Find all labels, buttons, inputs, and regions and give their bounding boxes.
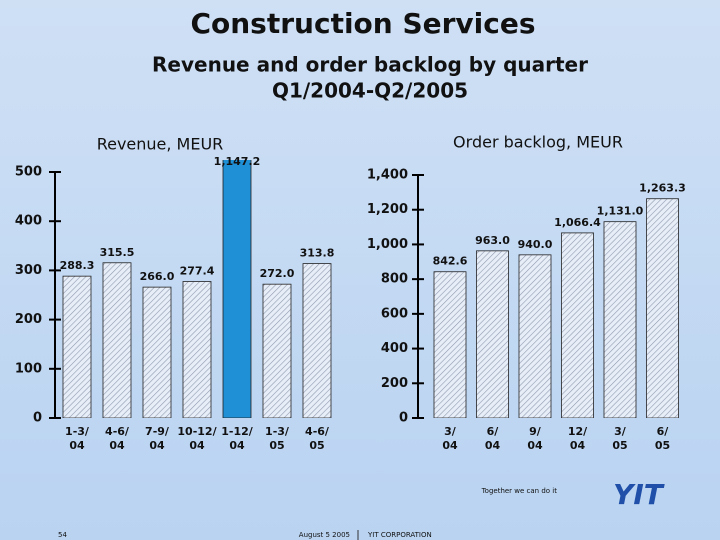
y-tick-label: 200 — [15, 312, 42, 327]
x-tick-label: 1-3/04 — [65, 425, 90, 452]
x-tick-label: 7-9/04 — [145, 425, 170, 452]
bar — [646, 198, 679, 418]
value-label: 1,131.0 — [597, 205, 644, 218]
x-tick-label: 6/04 — [485, 425, 501, 452]
bar — [102, 262, 132, 418]
value-label: 1,147.2 — [214, 155, 261, 168]
y-tick-label: 200 — [381, 376, 408, 391]
x-tick-label: 1-12/04 — [221, 425, 254, 452]
x-tick-label: 10-12/04 — [177, 425, 217, 452]
title: Construction Services — [190, 7, 535, 40]
y-tick-label: 600 — [381, 306, 408, 321]
x-tick-label: 3/05 — [612, 425, 627, 452]
slogan: Together we can do it — [481, 487, 558, 495]
y-tick-label: 300 — [15, 263, 42, 278]
y-tick-label: 100 — [15, 361, 42, 376]
value-label: 315.5 — [100, 246, 135, 259]
chart-title: Revenue, MEUR — [97, 135, 224, 154]
y-tick-label: 400 — [15, 214, 42, 229]
y-tick-label: 0 — [399, 411, 408, 426]
x-tick-label: 1-3/05 — [265, 425, 290, 452]
value-label: 1,066.4 — [554, 216, 601, 229]
bar — [433, 271, 467, 418]
x-tick-label: 4-6/05 — [305, 425, 330, 452]
chart-title: Order backlog, MEUR — [453, 133, 623, 152]
value-label: 288.3 — [60, 259, 95, 272]
y-tick-label: 1,200 — [367, 202, 408, 217]
company: YIT CORPORATION — [367, 531, 432, 539]
x-tick-label: 3/04 — [442, 425, 458, 452]
bar — [262, 283, 292, 418]
page-number: 54 — [58, 531, 67, 539]
x-tick-label: 4-6/04 — [105, 425, 130, 452]
value-label: 1,263.3 — [639, 182, 686, 195]
value-label: 313.8 — [300, 247, 335, 260]
y-tick-label: 400 — [381, 341, 408, 356]
x-tick-label: 6/05 — [655, 425, 670, 452]
bar — [476, 250, 509, 418]
value-label: 842.6 — [433, 255, 468, 268]
value-label: 266.0 — [140, 270, 175, 283]
bar — [222, 160, 252, 418]
value-label: 940.0 — [518, 238, 553, 251]
y-tick-label: 800 — [381, 272, 408, 287]
bar — [182, 281, 212, 418]
bar — [302, 263, 332, 418]
bar — [561, 232, 594, 418]
subtitle: Q1/2004-Q2/2005 — [272, 79, 468, 103]
value-label: 272.0 — [260, 267, 295, 280]
value-label: 277.4 — [180, 265, 215, 278]
y-tick-label: 0 — [33, 411, 42, 426]
x-tick-label: 12/04 — [568, 425, 588, 452]
subtitle: Revenue and order backlog by quarter — [152, 53, 588, 77]
bar — [62, 275, 92, 418]
bar — [142, 286, 172, 418]
bar — [518, 254, 552, 418]
date: August 5 2005 — [299, 531, 350, 539]
y-tick-label: 500 — [15, 165, 42, 180]
logo: YIT — [613, 478, 665, 511]
y-tick-label: 1,000 — [367, 237, 408, 252]
x-tick-label: 9/04 — [527, 425, 543, 452]
value-label: 963.0 — [475, 234, 510, 247]
bar — [603, 221, 637, 418]
y-tick-label: 1,400 — [367, 168, 408, 183]
